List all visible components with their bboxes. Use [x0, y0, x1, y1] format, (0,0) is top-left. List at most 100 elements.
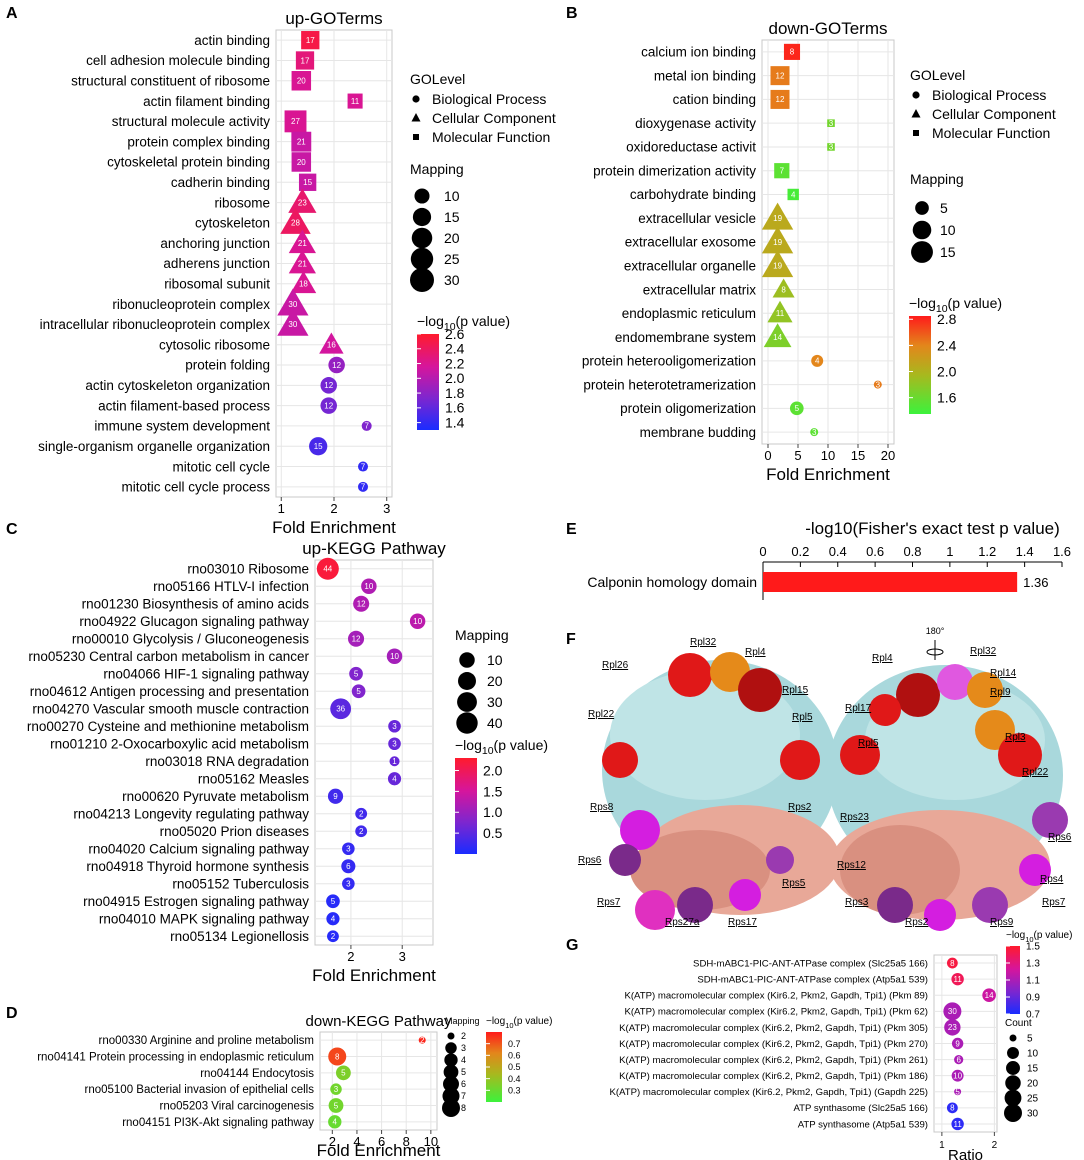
- data-label: 16: [327, 341, 336, 350]
- data-label: 12: [352, 635, 361, 644]
- protein-label: Rpl5: [792, 712, 813, 723]
- category-label: protein heterooligomerization: [582, 354, 756, 369]
- category-label: rno00330 Arginine and proline metabolism: [99, 1035, 314, 1047]
- category-label: intracellular ribonucleoprotein complex: [40, 317, 271, 332]
- data-label: 12: [357, 600, 366, 609]
- x-axis-label: Fold Enrichment: [272, 518, 396, 537]
- data-label: 5: [356, 687, 361, 696]
- category-label: rno04144 Endocytosis: [200, 1068, 314, 1080]
- data-point: [298, 173, 317, 191]
- data-label: 5: [341, 1069, 346, 1078]
- x-tick-label: 0: [764, 448, 771, 463]
- data-point: [328, 356, 345, 374]
- category-label: ribonucleoprotein complex: [112, 297, 270, 312]
- data-label: 14: [773, 333, 782, 342]
- chart-title: down-KEGG Pathway: [306, 1013, 452, 1030]
- color-legend-label: 2.0: [483, 762, 503, 778]
- color-legend-label: 1.1: [1026, 976, 1040, 987]
- category-label: protein dimerization activity: [593, 163, 756, 178]
- data-label: 30: [288, 320, 297, 329]
- data-label: 19: [773, 238, 782, 247]
- size-legend-label: 10: [444, 188, 460, 204]
- data-point: [951, 1069, 964, 1082]
- data-point: [761, 202, 794, 230]
- data-label: 21: [298, 239, 307, 248]
- color-legend-label: 2.4: [445, 341, 465, 357]
- color-legend-label: 1.6: [937, 390, 957, 406]
- data-label: 11: [953, 975, 962, 984]
- category-label: rno04151 PI3K-Akt signaling pathway: [122, 1117, 314, 1129]
- category-label: ribosomal subunit: [164, 277, 270, 292]
- size-legend-title: Count: [1005, 1018, 1032, 1029]
- category-label: endoplasmic reticulum: [622, 306, 756, 321]
- protein-label: Rpl17: [845, 703, 872, 714]
- category-label: dioxygenase activity: [635, 116, 756, 131]
- category-label: ribosome: [214, 195, 270, 210]
- data-label: 11: [953, 1120, 962, 1129]
- data-point: [327, 788, 344, 804]
- data-label: 10: [364, 582, 373, 591]
- legend-circle-icon: [912, 91, 920, 99]
- category-label: mitotic cell cycle process: [121, 480, 270, 495]
- data-label: 2: [359, 810, 364, 819]
- size-legend-label: 7: [461, 1091, 466, 1101]
- data-label: 5: [955, 1088, 960, 1097]
- color-legend-label: 0.9: [1026, 993, 1040, 1004]
- category-label: cation binding: [673, 92, 756, 107]
- size-legend-label: 10: [1027, 1049, 1039, 1060]
- category-label: rno05152 Tuberculosis: [172, 876, 309, 891]
- x-tick-label: 2: [329, 1134, 336, 1149]
- category-label: rno05020 Prion diseases: [160, 824, 310, 839]
- data-point: [873, 380, 882, 389]
- size-legend-dot: [443, 1064, 459, 1080]
- size-legend-dot: [444, 1053, 458, 1067]
- size-legend-label: 5: [1027, 1034, 1033, 1045]
- x-tick-label: 3: [383, 501, 390, 516]
- golevel-legend-title: GOLevel: [410, 71, 465, 87]
- data-label: 23: [948, 1023, 957, 1032]
- data-point: [418, 1036, 426, 1044]
- data-label: 3: [812, 428, 817, 437]
- size-legend-dot: [915, 201, 929, 215]
- category-label: carbohydrate binding: [630, 187, 756, 202]
- panel-label-g: G: [566, 937, 578, 954]
- category-label: K(ATP) macromolecular complex (Kir6.2, P…: [619, 1055, 928, 1066]
- color-legend-label: 2.0: [445, 370, 465, 386]
- category-label: rno04915 Estrogen signaling pathway: [83, 894, 309, 909]
- category-label: metal ion binding: [654, 68, 756, 83]
- size-legend-label: 25: [1027, 1094, 1039, 1105]
- protein-label: Rpl5: [858, 738, 879, 749]
- data-label: 10: [953, 1071, 962, 1080]
- pval-legend-title: −log10(p value): [909, 295, 1002, 315]
- data-point: [951, 1037, 964, 1050]
- category-label: K(ATP) macromolecular complex (Kir6.2, P…: [619, 1023, 928, 1034]
- size-legend-label: 15: [940, 244, 956, 260]
- data-label: 9: [955, 1039, 960, 1048]
- category-label: mitotic cell cycle: [172, 459, 270, 474]
- size-legend-title: Mapping: [445, 1016, 480, 1026]
- protein-label: Rpl32: [690, 637, 717, 648]
- x-tick-label: 0.6: [866, 544, 884, 559]
- data-label: 15: [314, 442, 323, 451]
- size-legend-dot: [457, 692, 477, 712]
- data-label: 19: [773, 262, 782, 271]
- data-point: [355, 807, 368, 820]
- data-point: [330, 698, 352, 720]
- legend-square-icon: [913, 130, 919, 136]
- data-label: 7: [361, 483, 366, 492]
- data-point: [389, 756, 400, 767]
- category-label: immune system development: [94, 419, 270, 434]
- data-point: [280, 207, 311, 234]
- protein-label: Rps23: [840, 812, 869, 823]
- data-point: [386, 648, 403, 664]
- category-label: actin filament binding: [143, 94, 270, 109]
- size-legend-label: 15: [444, 209, 460, 225]
- color-legend-label: 2.2: [445, 355, 465, 371]
- x-tick-label: 0.8: [903, 544, 921, 559]
- data-label: 7: [364, 422, 369, 431]
- rotation-icon: [926, 648, 944, 656]
- size-legend-dot: [1004, 1104, 1022, 1122]
- size-legend-title: Mapping: [410, 161, 464, 177]
- data-label: 15: [303, 178, 312, 187]
